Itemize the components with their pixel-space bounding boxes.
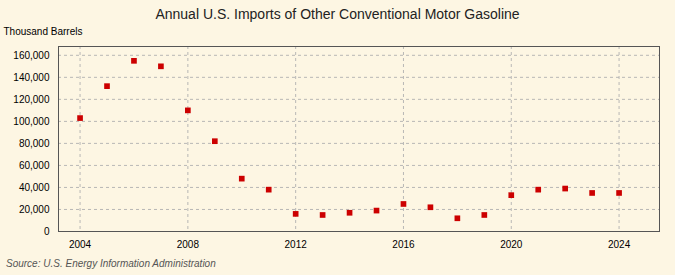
svg-text:0: 0 [44, 226, 50, 237]
svg-text:160,000: 160,000 [13, 50, 50, 61]
svg-text:60,000: 60,000 [19, 160, 50, 171]
svg-text:120,000: 120,000 [13, 94, 50, 105]
svg-text:140,000: 140,000 [13, 72, 50, 83]
svg-text:80,000: 80,000 [19, 138, 50, 149]
svg-text:2024: 2024 [608, 239, 631, 250]
html-text:Source: U.S. Energy Informatio: Source: U.S. Energy Information Administ… [6, 258, 216, 269]
svg-text:100,000: 100,000 [13, 116, 50, 127]
svg-text:2020: 2020 [500, 239, 523, 250]
svg-text:Thousand Barrels: Thousand Barrels [4, 26, 83, 37]
svg-text:2016: 2016 [392, 239, 415, 250]
svg-text:2012: 2012 [285, 239, 308, 250]
svg-text:40,000: 40,000 [19, 182, 50, 193]
svg-text:2004: 2004 [69, 239, 92, 250]
svg-text:20,000: 20,000 [19, 204, 50, 215]
svg-text:2008: 2008 [177, 239, 200, 250]
html-text:Annual U.S. Imports of Other C: Annual U.S. Imports of Other Conventiona… [155, 6, 520, 22]
